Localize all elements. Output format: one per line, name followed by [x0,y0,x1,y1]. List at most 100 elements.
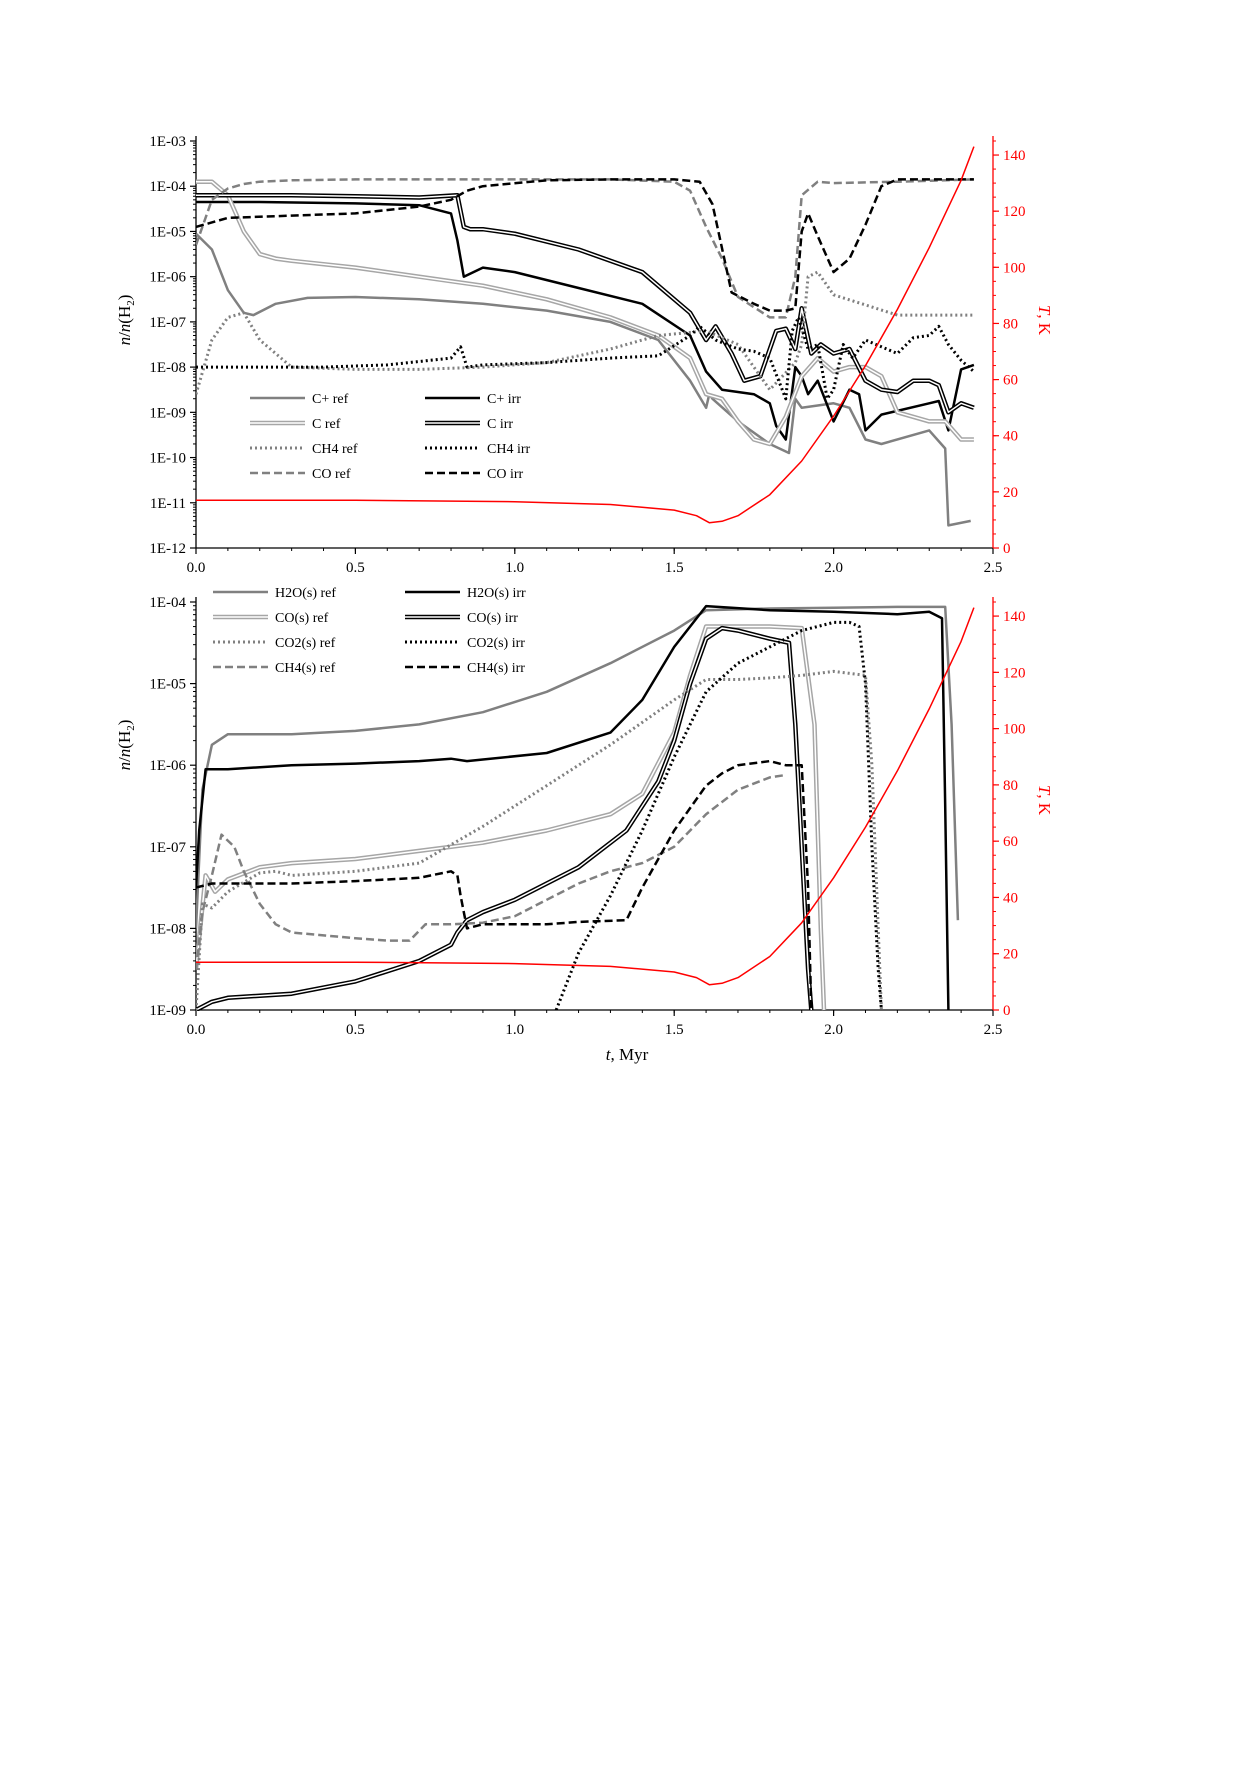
bottom-y2-axis-title: T, K [1035,785,1054,816]
bottom-series-co-s-irr-inner [196,627,813,1011]
top-y-tick-label: 1E-04 [149,179,186,195]
top-legend-item-cplus-irr: C+ irr [425,392,521,407]
top-series-ch4-irr [196,315,975,401]
top-y2-tick-label: 0 [1003,541,1011,557]
top-panel: n/n(H2) T, K 1E-12 1E-11 1E-10 1E-09 1E-08 1E… [115,134,1054,576]
top-series-cplus-irr [196,200,975,441]
top-y-tick-label: 1E-10 [149,451,186,467]
top-y2-tick-label: 100 [1003,260,1026,276]
bottom-legend-label: CO(s) ref [275,611,329,626]
top-legend-label: C+ ref [312,392,349,407]
bottom-y-tick-label: 1E-06 [149,758,186,774]
top-legend-label: CO ref [312,467,351,482]
bottom-legend-label: CH4(s) irr [467,661,525,676]
top-plot-area [196,146,975,527]
top-y-tick-label: 1E-03 [149,134,186,150]
top-legend-label: C irr [487,417,513,432]
bottom-y2-tick-label: 20 [1003,947,1018,963]
bottom-series-co2-s-ref [196,669,883,1011]
bottom-y2-tick-label: 140 [1003,609,1026,625]
top-y-tick-label: 1E-08 [149,360,186,376]
top-legend-item-co-irr: CO irr [425,467,524,482]
top-x-tick-label: 2.5 [984,560,1003,576]
top-legend-item-ch4-irr: CH4 irr [425,442,531,457]
bottom-x-axis-title: t, Myr [606,1045,649,1064]
bottom-y-tick-label: 1E-05 [149,677,186,693]
top-x-tick-label: 1.5 [665,560,684,576]
bottom-legend-item-co-s-ref: CO(s) ref [213,611,329,626]
bottom-legend-item-co-s-irr: CO(s) irr [405,611,518,626]
bottom-x-tick-label: 2.0 [824,1022,843,1038]
top-y-tick-label: 1E-09 [149,405,186,421]
bottom-legend-label: CO2(s) ref [275,636,336,651]
top-y-axis-title: n/n(H2) [115,295,137,346]
top-y-tick-label: 1E-05 [149,224,186,240]
top-legend-item-c-irr: C irr [425,417,513,432]
bottom-series-co-s-ref-inner [196,625,825,1011]
bottom-plot-area [196,604,975,1011]
top-legend-label: CO irr [487,467,524,482]
bottom-x-tick-label: 2.5 [984,1022,1003,1038]
bottom-series-h2o-s-irr [196,604,950,1011]
bottom-legend-label: CO(s) irr [467,611,518,626]
top-x-tick-label: 0.0 [187,560,206,576]
bottom-legend-item-h2o-s-irr: H2O(s) irr [405,586,526,601]
top-series-ch4-ref [196,270,974,395]
top-x-tick-label: 2.0 [824,560,843,576]
top-legend-item-ch4-ref: CH4 ref [250,442,358,457]
top-y2-tick-label: 40 [1003,429,1018,445]
bottom-legend-item-h2o-s-ref: H2O(s) ref [213,586,336,601]
bottom-y-tick-label: 1E-07 [149,840,186,856]
bottom-legend-label: CO2(s) irr [467,636,525,651]
bottom-legend-item-ch4-s-ref: CH4(s) ref [213,661,336,676]
bottom-x-tick-label: 0.5 [346,1022,365,1038]
top-legend-label: CH4 ref [312,442,358,457]
bottom-series-h2o-s-ref [196,605,960,929]
top-series-t [196,146,975,524]
top-series-c-ref-inner [196,180,974,445]
top-y-tick-label: 1E-06 [149,270,186,286]
bottom-y2-tick-label: 40 [1003,890,1018,906]
top-series-co-irr [196,178,974,312]
top-y-tick-label: 1E-07 [149,315,186,331]
bottom-x-tick-label: 0.0 [187,1022,206,1038]
bottom-legend-item-ch4-s-irr: CH4(s) irr [405,661,525,676]
bottom-y2-tick-label: 60 [1003,834,1018,850]
bottom-legend-item-co2-s-irr: CO2(s) irr [405,636,525,651]
bottom-legend-item-co2-s-ref: CO2(s) ref [213,636,336,651]
bottom-y2-tick-label: 80 [1003,778,1018,794]
top-y2-tick-label: 20 [1003,485,1018,501]
top-x-tick-label: 0.5 [346,560,365,576]
bottom-y2-tick-label: 0 [1003,1003,1011,1019]
bottom-x-tick-label: 1.0 [505,1022,524,1038]
bottom-legend-label: CH4(s) ref [275,661,336,676]
top-series-cplus-ref [196,232,971,527]
top-legend-item-cplus-ref: C+ ref [250,392,349,407]
bottom-y-tick-label: 1E-04 [149,595,186,611]
bottom-legend-label: H2O(s) irr [467,586,526,601]
top-y2-axis-title: T, K [1035,305,1054,336]
bottom-y2-tick-label: 100 [1003,722,1026,738]
bottom-series-t [196,607,975,986]
top-legend-label: C+ irr [487,392,521,407]
top-y-tick-label: 1E-11 [150,496,186,512]
top-legend-item-c-ref: C ref [250,417,341,432]
top-y2-tick-label: 80 [1003,316,1018,332]
bottom-series-ch4-s-irr [196,759,813,1011]
top-legend-item-co-ref: CO ref [250,467,351,482]
bottom-y-axis-title: n/n(H2) [115,720,137,771]
top-series-co-ref [196,178,974,319]
top-y2-tick-label: 140 [1003,148,1026,164]
top-x-tick-label: 1.0 [505,560,524,576]
bottom-legend-label: H2O(s) ref [275,586,336,601]
top-y-tick-label: 1E-12 [149,541,186,557]
top-y2-tick-label: 60 [1003,373,1018,389]
bottom-panel: n/n(H2) T, K t, Myr 1E-09 1E-08 1E-07 1E-06… [115,586,1054,1064]
bottom-series-co-s-ref [196,624,827,1011]
bottom-y2-tick-label: 120 [1003,665,1026,681]
top-y2-tick-label: 120 [1003,204,1026,220]
top-legend-label: C ref [312,417,341,432]
bottom-series-co-s-irr [196,625,814,1011]
top-legend-label: CH4 irr [487,442,531,457]
